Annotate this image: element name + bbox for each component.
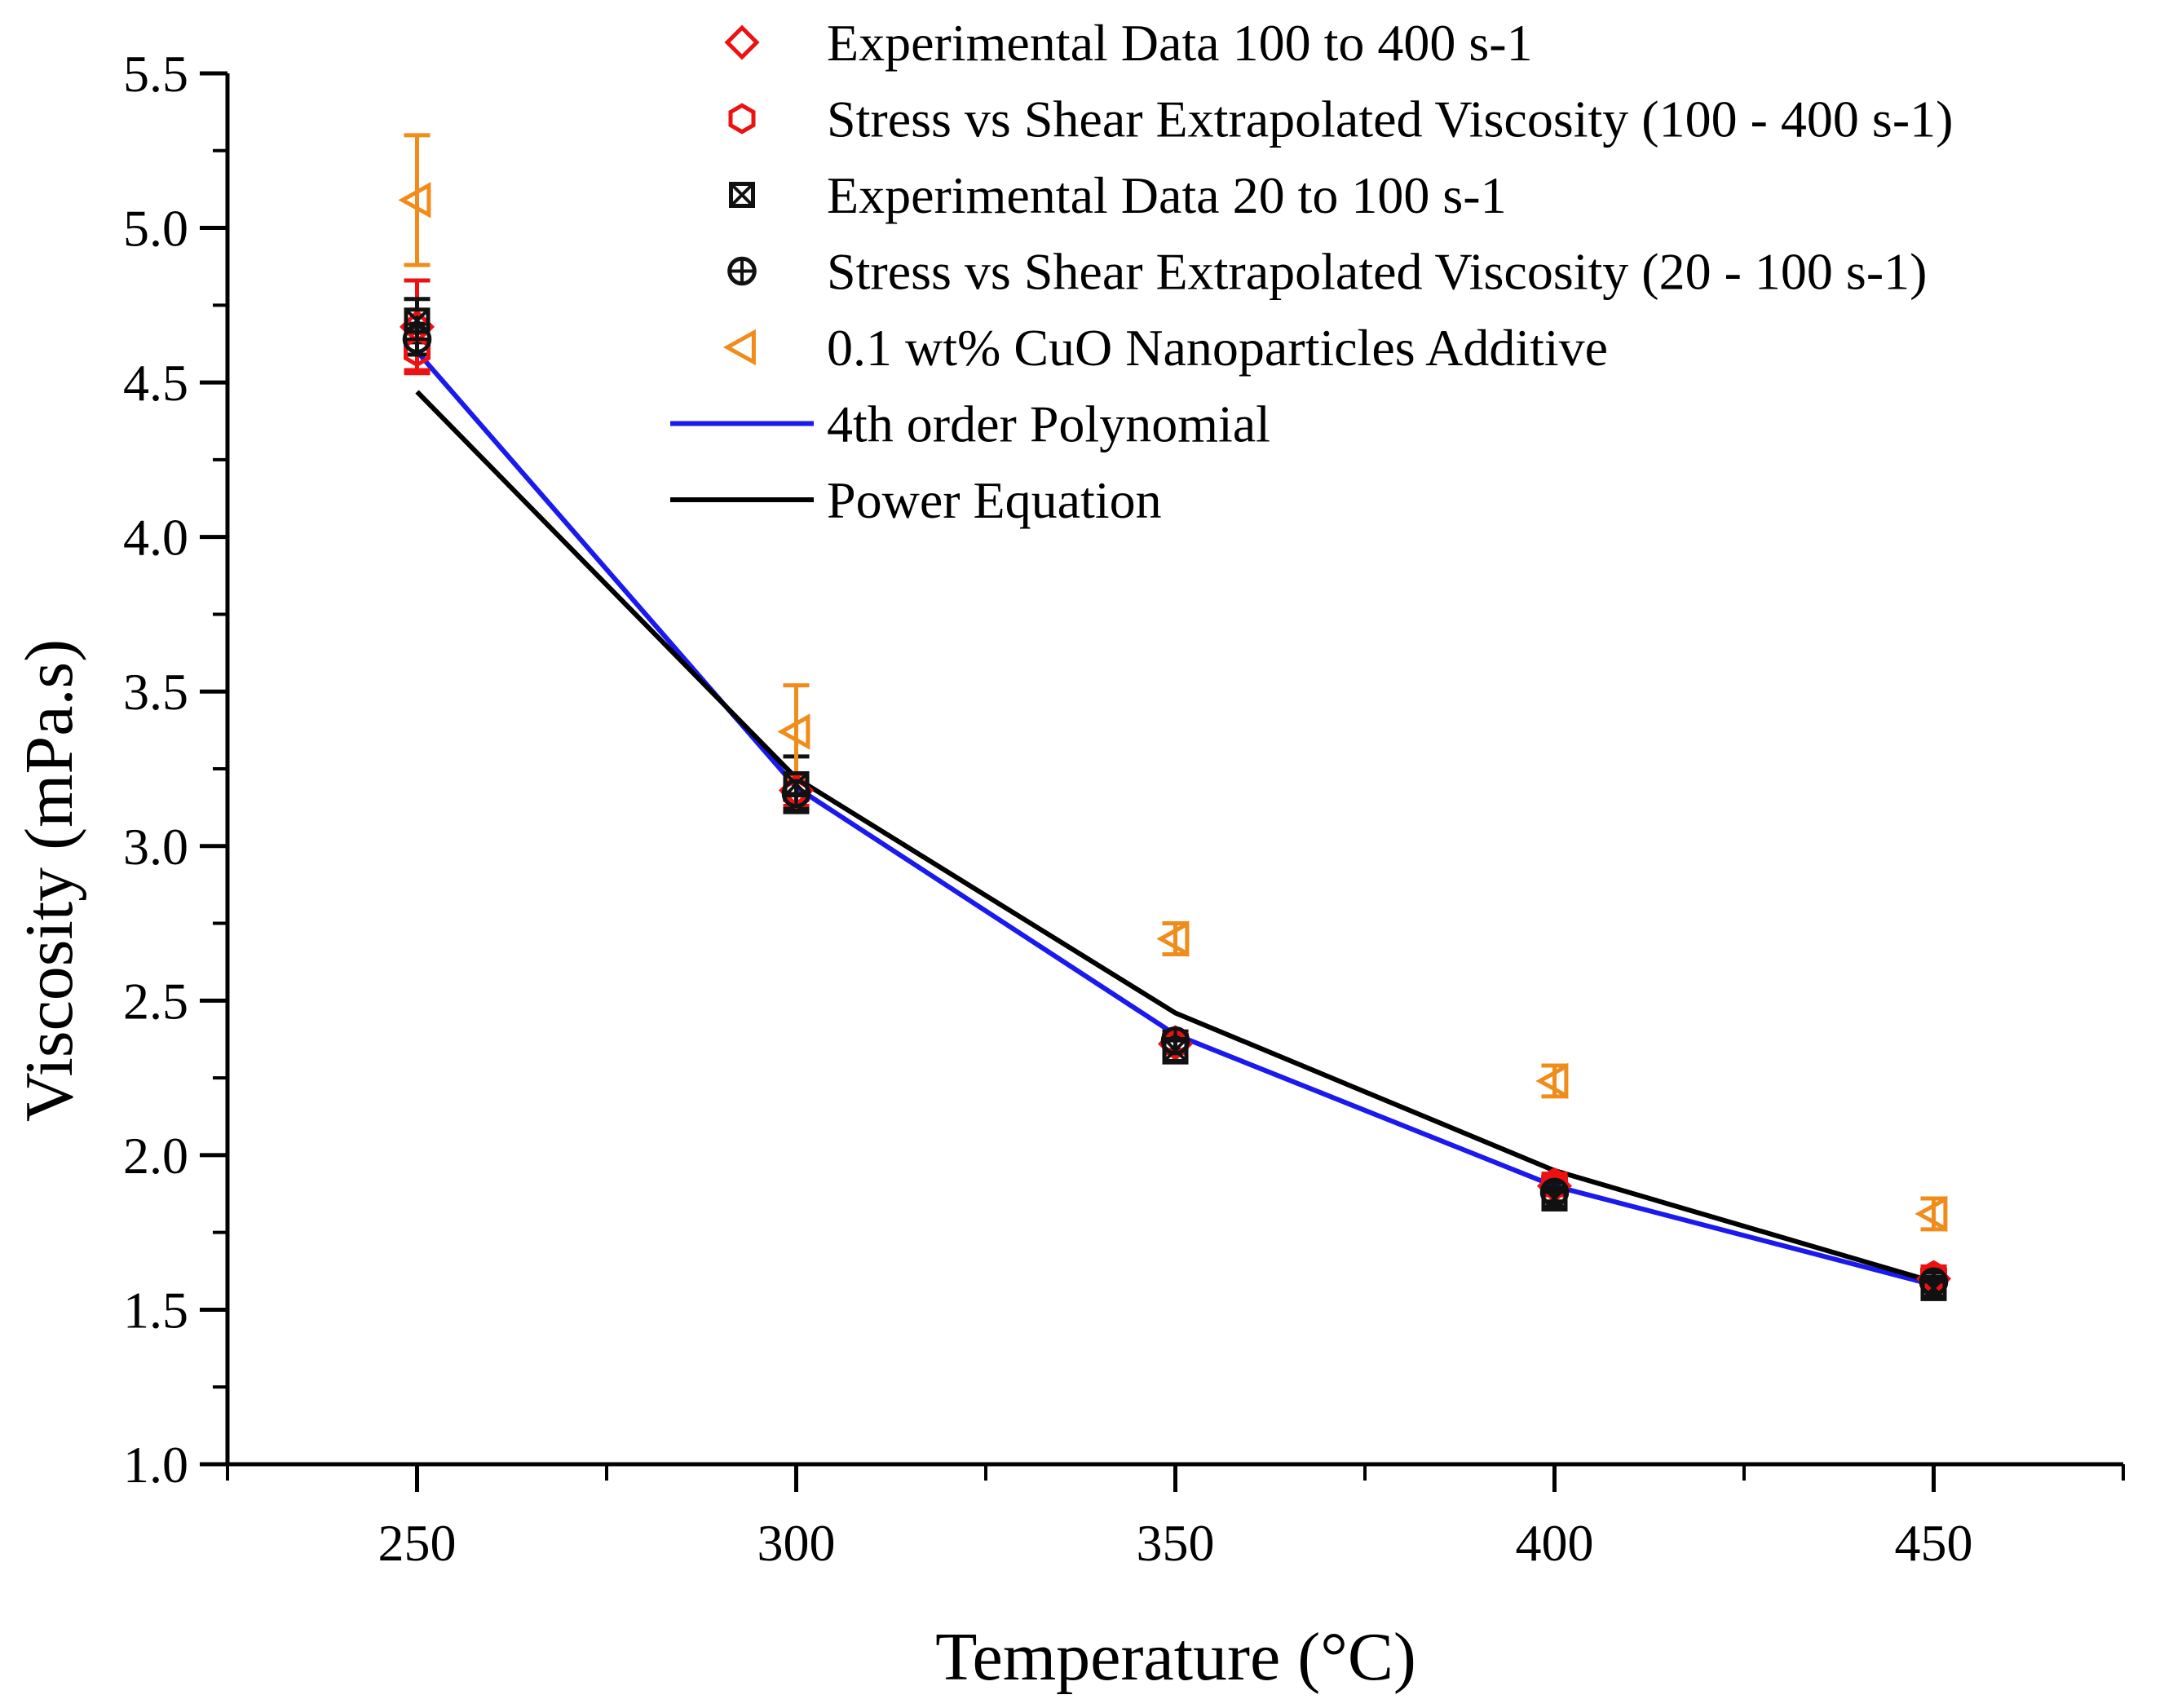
data-point: [402, 324, 432, 354]
y-tick-label: 1.0: [123, 1436, 188, 1494]
y-tick-label: 5.5: [123, 45, 188, 103]
legend-item: Stress vs Shear Extrapolated Viscosity (…: [728, 90, 1953, 148]
legend-label: Experimental Data 20 to 100 s-1: [827, 166, 1507, 224]
y-axis-title: Viscosity (mPa.s): [11, 639, 87, 1122]
y-tick-label: 2.0: [123, 1127, 188, 1185]
legend-label: 4th order Polynomial: [827, 395, 1270, 453]
data-point: [781, 779, 811, 809]
triangle-marker: [722, 329, 756, 366]
legend-label: 0.1 wt% CuO Nanoparticles Additive: [827, 319, 1608, 377]
legend-label: Stress vs Shear Extrapolated Viscosity (…: [827, 90, 1953, 148]
error-bar: [1920, 1196, 1947, 1232]
legend-label: Stress vs Shear Extrapolated Viscosity (…: [827, 243, 1927, 301]
triangle-marker: [1914, 1195, 1948, 1233]
legend-item: 0.1 wt% CuO Nanoparticles Additive: [722, 319, 1608, 377]
y-tick-label: 4.5: [123, 354, 188, 412]
legend-item: 4th order Polynomial: [670, 395, 1270, 453]
x-axis-title: Temperature (°C): [935, 1619, 1416, 1695]
triangle-marker: [1535, 1062, 1569, 1100]
legend-marker: [727, 256, 757, 286]
y-tick-label: 1.5: [123, 1281, 188, 1339]
x-tick-label: 350: [1137, 1514, 1215, 1572]
triangle-marker: [398, 182, 431, 218]
data-point: [1914, 1195, 1948, 1233]
square-marker: [729, 182, 755, 208]
legend-item: Experimental Data 100 to 400 s-1: [724, 14, 1533, 72]
y-tick-label: 3.5: [123, 663, 188, 721]
y-tick-label: 2.5: [123, 972, 188, 1030]
legend-item: Stress vs Shear Extrapolated Viscosity (…: [727, 243, 1927, 301]
data-point: [1539, 1177, 1570, 1207]
error-bar: [1541, 1063, 1568, 1099]
hexagon-marker: [728, 103, 756, 135]
data-point: [1919, 1267, 1949, 1297]
x-tick-label: 300: [757, 1514, 836, 1572]
y-tick-label: 3.0: [123, 818, 188, 876]
cross-line: [730, 183, 754, 207]
data-point: [1156, 920, 1190, 957]
legend: Experimental Data 100 to 400 s-1 Stress v…: [670, 14, 1953, 529]
y-tick-label: 5.0: [123, 200, 188, 258]
series-line: [415, 350, 1935, 1288]
error-bar: [404, 133, 431, 267]
legend-marker: [724, 24, 760, 60]
legend-item: Experimental Data 20 to 100 s-1: [729, 166, 1507, 224]
fit-lines: [415, 350, 1935, 1288]
x-tick-label: 450: [1895, 1514, 1973, 1572]
x-tick-label: 400: [1516, 1514, 1594, 1572]
y-tick-label: 4.0: [123, 509, 188, 567]
error-bar: [1162, 921, 1189, 956]
legend-marker: [728, 103, 756, 135]
error-bars: [404, 133, 1947, 1300]
axes: 1.0 1.5 2.0 2.5 3.0 3.5 4.0 4.5 5.0 5.5 250 300 350 4…: [123, 45, 2125, 1572]
legend-marker: [729, 182, 755, 208]
legend-label: Power Equation: [827, 471, 1162, 529]
triangle-marker: [777, 713, 810, 750]
legend-marker: [722, 329, 756, 366]
data-point: [777, 713, 810, 750]
error-bar: [783, 683, 810, 780]
data-point: [1535, 1062, 1569, 1100]
x-tick-label: 250: [378, 1514, 457, 1572]
diamond-marker: [724, 24, 760, 60]
triangle-marker: [1156, 920, 1190, 957]
series-line: [415, 390, 1935, 1285]
data-point: [398, 182, 431, 218]
data-markers: [398, 182, 1952, 1301]
legend-item: Power Equation: [670, 471, 1162, 529]
legend-label: Experimental Data 100 to 400 s-1: [827, 14, 1533, 72]
data-point: [1160, 1026, 1190, 1056]
